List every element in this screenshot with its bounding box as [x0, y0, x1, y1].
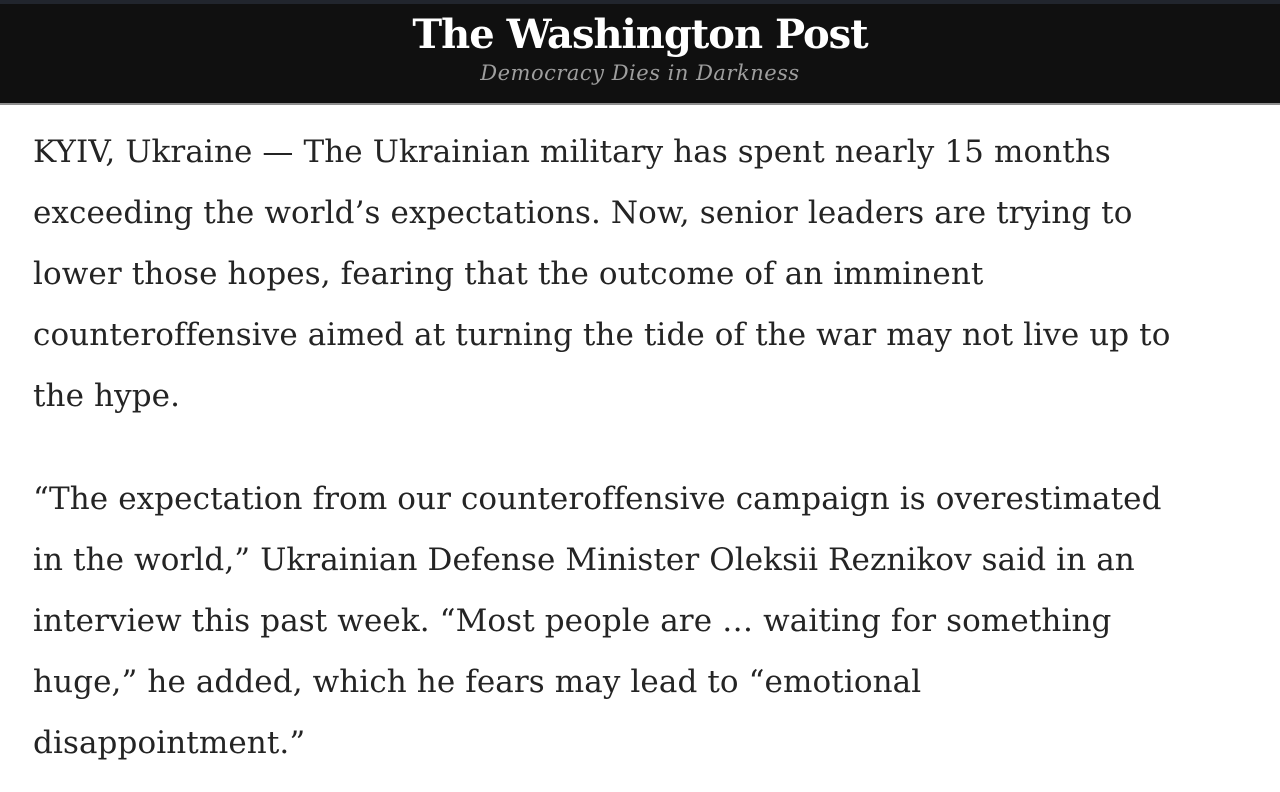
masthead-top-strip — [0, 0, 1280, 4]
article-line: the hype. — [33, 378, 181, 414]
article-line: lower those hopes, fearing that the outc… — [33, 256, 984, 292]
article-line: interview this past week. “Most people a… — [33, 603, 1112, 639]
article-line: in the world,” Ukrainian Defense Ministe… — [33, 542, 1135, 578]
masthead-tagline: Democracy Dies in Darkness — [480, 61, 800, 85]
article-body: KYIV, Ukraine — The Ukrainian military h… — [0, 105, 1280, 774]
article-paragraphs: KYIV, Ukraine — The Ukrainian military h… — [33, 122, 1247, 774]
masthead: The Washington Post Democracy Dies in Da… — [0, 0, 1280, 105]
article-paragraph: “The expectation from our counteroffensi… — [33, 469, 1247, 774]
article-line: disappointment.” — [33, 725, 306, 761]
article-line: “The expectation from our counteroffensi… — [33, 481, 1162, 517]
article-line: huge,” he added, which he fears may lead… — [33, 664, 922, 700]
article-line: counteroffensive aimed at turning the ti… — [33, 317, 1171, 353]
article-paragraph: KYIV, Ukraine — The Ukrainian military h… — [33, 122, 1247, 427]
washington-post-logo: The Washington Post — [412, 11, 868, 58]
article-line: KYIV, Ukraine — The Ukrainian military h… — [33, 134, 1111, 170]
article-line: exceeding the world’s expectations. Now,… — [33, 195, 1133, 231]
